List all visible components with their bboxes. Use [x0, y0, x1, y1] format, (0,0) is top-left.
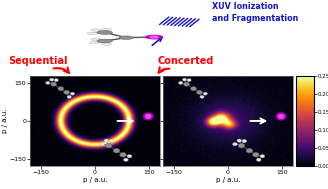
- Circle shape: [54, 79, 58, 81]
- Circle shape: [145, 35, 163, 39]
- Y-axis label: p / a.u.: p / a.u.: [2, 109, 8, 133]
- Circle shape: [246, 148, 253, 153]
- Circle shape: [97, 39, 113, 43]
- Circle shape: [253, 153, 259, 157]
- Circle shape: [51, 82, 56, 86]
- Circle shape: [233, 143, 237, 146]
- Circle shape: [89, 42, 99, 44]
- Text: Concerted: Concerted: [157, 56, 214, 66]
- Circle shape: [184, 82, 189, 86]
- Circle shape: [256, 158, 261, 161]
- Text: XUV Ionization
and Fragmentation: XUV Ionization and Fragmentation: [212, 2, 298, 23]
- Circle shape: [113, 148, 120, 153]
- Circle shape: [119, 36, 133, 39]
- Circle shape: [238, 143, 245, 148]
- Circle shape: [91, 38, 101, 40]
- Circle shape: [97, 31, 113, 34]
- Circle shape: [196, 90, 202, 94]
- Circle shape: [120, 153, 126, 157]
- Circle shape: [87, 32, 97, 35]
- Circle shape: [67, 95, 71, 98]
- Circle shape: [200, 95, 204, 98]
- Circle shape: [237, 139, 242, 142]
- Circle shape: [64, 90, 70, 94]
- Circle shape: [102, 28, 112, 31]
- Text: Sequential: Sequential: [8, 56, 68, 66]
- Circle shape: [104, 139, 109, 142]
- Circle shape: [58, 87, 64, 91]
- Circle shape: [46, 81, 50, 84]
- Circle shape: [203, 92, 207, 95]
- Circle shape: [191, 87, 196, 91]
- Circle shape: [105, 143, 112, 148]
- Circle shape: [278, 115, 284, 118]
- Circle shape: [70, 92, 74, 95]
- Circle shape: [260, 155, 265, 158]
- Circle shape: [150, 36, 158, 38]
- Circle shape: [187, 79, 191, 81]
- Circle shape: [277, 113, 286, 120]
- Circle shape: [144, 113, 153, 120]
- X-axis label: p / a.u.: p / a.u.: [215, 177, 240, 183]
- Circle shape: [50, 78, 54, 81]
- Circle shape: [182, 78, 187, 81]
- Circle shape: [146, 115, 151, 118]
- Circle shape: [100, 143, 104, 146]
- X-axis label: p / a.u.: p / a.u.: [83, 177, 107, 183]
- Circle shape: [124, 158, 128, 161]
- Circle shape: [102, 43, 112, 45]
- Circle shape: [91, 29, 101, 31]
- Circle shape: [109, 139, 114, 143]
- Circle shape: [242, 139, 247, 143]
- Circle shape: [127, 155, 132, 158]
- Circle shape: [178, 81, 183, 84]
